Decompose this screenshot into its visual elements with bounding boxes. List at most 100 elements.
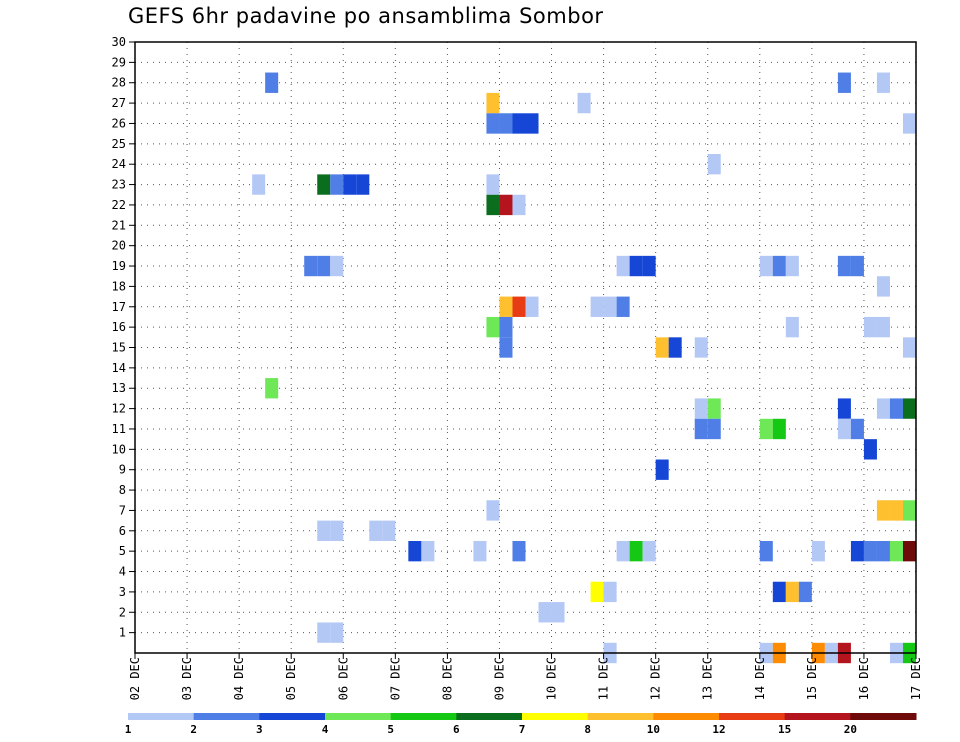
x-tick-label: 13 DEC: [701, 657, 715, 700]
precip-cell: [486, 92, 500, 114]
colorbar-label: 5: [387, 723, 394, 736]
precip-cell: [837, 398, 851, 419]
precip-cell: [837, 255, 851, 277]
colorbar-swatch: [259, 713, 326, 720]
precip-cell: [850, 418, 864, 440]
precip-cell: [798, 581, 812, 603]
precip-cell: [772, 581, 786, 603]
y-tick-label: 8: [119, 483, 126, 497]
colorbar-swatch: [587, 713, 654, 720]
precip-cell: [876, 500, 890, 521]
colorbar-swatch: [325, 713, 392, 720]
precip-cell: [759, 540, 773, 562]
x-tick-label: 04 DEC: [232, 657, 246, 700]
y-tick-label: 15: [112, 341, 126, 355]
precip-cell: [525, 113, 539, 134]
precip-cell: [694, 337, 708, 358]
precip-cell: [642, 540, 656, 562]
x-tick-label: 06 DEC: [336, 657, 350, 700]
precip-cell: [317, 174, 331, 195]
precip-cell: [330, 174, 344, 195]
y-tick-label: 24: [112, 157, 126, 171]
colorbar-label: 1: [125, 723, 132, 736]
precip-cell: [785, 255, 799, 277]
precip-cell: [902, 500, 916, 521]
y-tick-label: 5: [119, 544, 126, 558]
x-tick-label: 15 DEC: [805, 657, 819, 700]
colorbar-swatch: [128, 713, 195, 720]
precip-cell: [369, 520, 383, 541]
y-tick-label: 19: [112, 259, 126, 273]
colorbar-label: 6: [453, 723, 460, 736]
y-tick-label: 28: [112, 76, 126, 90]
precip-cell: [863, 316, 877, 338]
colorbar-swatch: [719, 713, 786, 720]
colorbar-swatch: [784, 713, 851, 720]
precip-cell: [785, 581, 799, 603]
y-tick-label: 12: [112, 402, 126, 416]
precip-cell: [902, 398, 916, 419]
y-tick-label: 20: [112, 239, 126, 253]
y-tick-label: 11: [112, 422, 126, 436]
y-tick-label: 26: [112, 116, 126, 130]
precip-cell: [551, 602, 565, 623]
precip-cell: [707, 418, 721, 440]
precip-cell: [304, 255, 318, 277]
precip-cell: [525, 296, 539, 317]
precip-cell: [863, 439, 877, 460]
precip-cell: [486, 174, 500, 195]
precip-cell: [590, 581, 604, 603]
x-axis-ticks: 02 DEC 03 DEC 04 DEC 05 DEC 06 DEC 07 DEC 08 D…: [128, 653, 923, 700]
x-tick-label: 16 DEC: [857, 657, 871, 700]
precip-cell: [707, 154, 721, 175]
y-tick-label: 3: [119, 585, 126, 599]
precip-cell: [876, 72, 890, 93]
precip-cell: [512, 194, 526, 216]
precip-cell: [499, 296, 513, 317]
precip-cell: [330, 622, 344, 643]
precip-cell: [538, 602, 552, 623]
precip-cell: [616, 540, 630, 562]
precip-cell: [408, 540, 422, 562]
precip-cell: [421, 540, 435, 562]
precip-cell: [837, 72, 851, 93]
precip-cell: [499, 113, 513, 134]
y-tick-label: 13: [112, 381, 126, 395]
y-tick-label: 16: [112, 320, 126, 334]
precip-cell: [785, 316, 799, 338]
y-tick-label: 14: [112, 361, 126, 375]
colorbar-label: 20: [844, 723, 857, 736]
precip-cell: [850, 540, 864, 562]
colorbar-label: 8: [584, 723, 591, 736]
y-tick-label: 22: [112, 198, 126, 212]
y-tick-label: 4: [119, 565, 126, 579]
y-axis-ticks: 1234567891011121314151617181920212223242…: [112, 35, 135, 640]
precip-cell: [902, 540, 916, 562]
y-tick-label: 9: [119, 463, 126, 477]
precip-cell: [759, 255, 773, 277]
precip-cell: [694, 418, 708, 440]
colorbar-label: 7: [519, 723, 526, 736]
precip-cell: [473, 540, 487, 562]
precip-cell: [616, 296, 630, 317]
colorbar-label: 3: [256, 723, 263, 736]
precip-cell: [343, 174, 357, 195]
precip-cell: [512, 540, 526, 562]
y-tick-label: 21: [112, 218, 126, 232]
precip-cell: [317, 622, 331, 643]
precip-cell: [850, 255, 864, 277]
precip-cell: [603, 581, 617, 603]
x-tick-label: 11 DEC: [597, 657, 611, 700]
precip-cell: [876, 398, 890, 419]
precip-cell: [707, 398, 721, 419]
precip-cell: [811, 540, 825, 562]
y-tick-label: 10: [112, 442, 126, 456]
x-tick-label: 03 DEC: [180, 657, 194, 700]
colorbar-swatch: [193, 713, 260, 720]
colorbar-swatch: [653, 713, 720, 720]
colorbar-label: 12: [712, 723, 725, 736]
precip-cell: [668, 337, 682, 358]
precip-cell: [590, 296, 604, 317]
x-tick-label: 12 DEC: [649, 657, 663, 700]
